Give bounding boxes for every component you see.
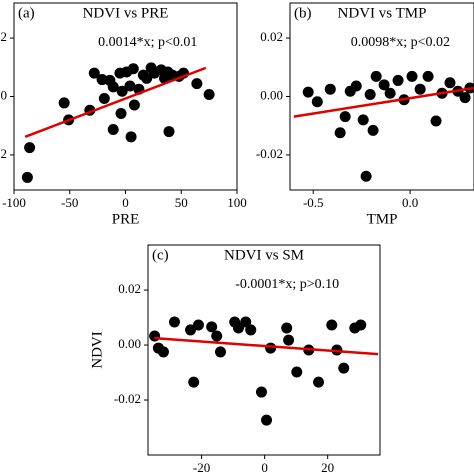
- point: [339, 111, 351, 123]
- axes-frame: [13, 2, 238, 191]
- point: [116, 85, 128, 97]
- point: [163, 126, 175, 138]
- y-tick-label: -0.02: [256, 146, 283, 161]
- point: [107, 124, 119, 136]
- point: [414, 83, 426, 95]
- point: [203, 88, 215, 100]
- fit-line: [24, 66, 207, 138]
- point: [261, 414, 273, 426]
- point: [357, 114, 369, 126]
- point: [191, 78, 203, 90]
- y-tick-label: 0.00: [260, 87, 283, 102]
- point: [350, 80, 362, 92]
- point: [128, 99, 140, 111]
- point: [245, 324, 257, 336]
- point: [141, 72, 153, 84]
- x-tick-label: 0: [261, 460, 268, 474]
- point: [232, 322, 244, 334]
- x-tick-label: 0: [122, 195, 129, 210]
- point: [324, 83, 336, 95]
- point: [360, 170, 372, 182]
- panel-label: (b): [294, 5, 312, 21]
- point: [125, 131, 137, 143]
- point: [107, 81, 119, 93]
- y-tick-label: 0.00: [118, 336, 141, 351]
- y-tick-label: 0.02: [118, 281, 141, 296]
- point: [206, 321, 218, 333]
- point: [334, 127, 346, 139]
- point: [370, 70, 382, 82]
- point: [281, 322, 293, 334]
- x-tick-label: 50: [175, 195, 188, 210]
- point: [127, 63, 139, 75]
- x-axis-label: PRE: [112, 211, 140, 227]
- point: [355, 319, 367, 331]
- point: [115, 107, 127, 119]
- y-tick-label: 0.00: [0, 87, 7, 102]
- point: [367, 124, 379, 136]
- point: [311, 96, 323, 108]
- y-tick-label: -0.02: [114, 391, 141, 406]
- point: [255, 386, 267, 398]
- point: [98, 93, 110, 105]
- point: [211, 330, 223, 342]
- x-axis-label: TMP: [367, 211, 398, 227]
- y-tick-label: 0.02: [0, 29, 7, 44]
- point: [378, 79, 390, 91]
- point: [283, 334, 295, 346]
- x-tick-label: -100: [2, 195, 26, 210]
- point: [215, 346, 226, 358]
- x-tick-label: -50: [61, 195, 78, 210]
- panel-label: (a): [18, 5, 35, 21]
- point: [338, 362, 350, 374]
- y-tick-label: 0.02: [260, 29, 283, 44]
- axes-frame: [147, 244, 381, 456]
- y-axis-label: NDVI: [89, 331, 105, 369]
- point: [392, 74, 404, 86]
- axes-frame: [289, 2, 474, 191]
- annotation: -0.0001*x; p>0.10: [235, 277, 339, 292]
- point: [124, 80, 136, 92]
- fit-line: [154, 336, 379, 356]
- x-tick-label: -0.5: [303, 195, 324, 210]
- point: [291, 366, 303, 378]
- point: [444, 77, 456, 89]
- point: [406, 70, 418, 82]
- panel-title: NDVI vs PRE: [83, 5, 169, 21]
- point: [364, 88, 376, 100]
- point: [313, 376, 325, 388]
- point: [157, 346, 169, 358]
- point: [185, 324, 197, 336]
- x-tick-label: 20: [321, 460, 334, 474]
- panel-title: NDVI vs SM: [224, 247, 304, 263]
- point: [240, 316, 252, 328]
- point: [265, 342, 277, 354]
- point: [384, 87, 396, 99]
- panel-title: NDVI vs TMP: [338, 5, 427, 21]
- x-tick-label: 0.0: [402, 195, 418, 210]
- point: [302, 86, 314, 98]
- fit-line: [293, 86, 474, 118]
- point: [58, 97, 70, 109]
- point: [192, 319, 204, 331]
- point: [326, 319, 338, 331]
- point: [430, 115, 442, 127]
- point: [188, 376, 200, 388]
- y-tick-label: -0.02: [0, 146, 7, 161]
- x-tick-label: -20: [193, 460, 210, 474]
- point: [88, 67, 100, 79]
- annotation: 0.0098*x; p<0.02: [351, 35, 450, 50]
- x-tick-label: 100: [227, 195, 247, 210]
- point: [149, 330, 161, 342]
- panel-label: (c): [152, 247, 169, 263]
- point: [24, 142, 36, 154]
- point: [21, 171, 33, 183]
- point: [422, 70, 434, 82]
- point: [459, 92, 471, 104]
- point: [168, 316, 180, 328]
- annotation: 0.0014*x; p<0.01: [98, 35, 197, 50]
